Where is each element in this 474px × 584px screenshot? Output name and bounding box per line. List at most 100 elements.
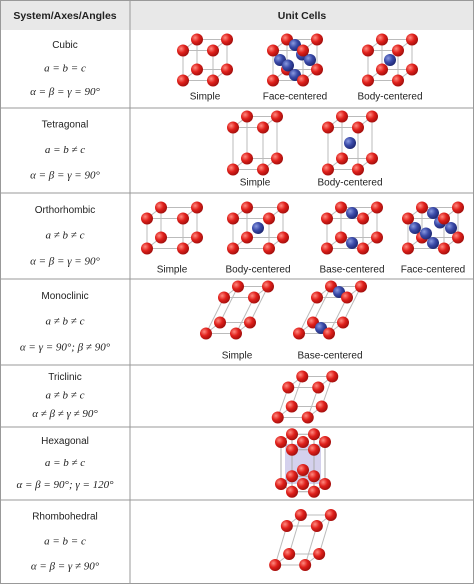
atom — [438, 242, 450, 255]
atom — [392, 44, 404, 57]
atom — [286, 485, 298, 498]
atom — [230, 327, 242, 340]
atom — [282, 59, 294, 72]
system-name: Monoclinic — [41, 291, 88, 302]
unit-cell-diagram — [267, 33, 323, 87]
atom — [344, 137, 356, 149]
atom — [376, 63, 388, 76]
atom — [275, 478, 287, 490]
atom — [416, 201, 428, 214]
atom — [297, 464, 309, 476]
unit-cell-diagram — [227, 201, 289, 255]
cell-label: Face-centered — [263, 92, 327, 103]
cell-label: Simple — [240, 178, 271, 189]
system-name: Rhombohedral — [32, 511, 98, 522]
unit-cell-diagram — [227, 110, 283, 176]
atom — [244, 316, 256, 329]
cell-label: Body-centered — [317, 178, 382, 189]
edge — [274, 525, 288, 566]
atom — [257, 121, 269, 134]
atom — [326, 370, 339, 383]
system-name: Cubic — [52, 40, 78, 51]
atom — [337, 316, 349, 329]
cell-label: Base-centered — [319, 265, 384, 276]
edge — [312, 286, 332, 323]
cell-label: Base-centered — [297, 351, 362, 362]
angles-relation: α ≠ β ≠ γ ≠ 90° — [32, 408, 98, 420]
atom — [371, 201, 383, 214]
atom — [376, 33, 388, 46]
atom — [286, 443, 298, 456]
atom — [357, 242, 369, 255]
atom — [294, 509, 307, 521]
atom — [177, 44, 189, 57]
atom — [336, 110, 348, 123]
atom — [221, 33, 233, 46]
atom — [271, 411, 284, 424]
atom — [241, 152, 253, 165]
atom — [218, 291, 230, 304]
atom — [420, 227, 432, 240]
atom — [241, 231, 253, 244]
atom — [406, 63, 418, 76]
header-cell: System/Axes/Angles — [13, 10, 116, 22]
atom — [402, 242, 414, 255]
atom — [352, 163, 364, 176]
atom — [277, 231, 289, 244]
atom — [324, 509, 337, 521]
atom — [445, 222, 457, 234]
atom — [384, 54, 396, 66]
atom — [191, 201, 203, 214]
cell-label: Body-centered — [225, 265, 290, 276]
atom — [409, 222, 421, 234]
axes-relation: a ≠ b ≠ c — [46, 230, 85, 242]
cell-label: Body-centered — [357, 92, 422, 103]
atom — [308, 428, 320, 441]
edge — [298, 297, 318, 334]
edge — [288, 514, 302, 555]
axes-relation: a = b ≠ c — [45, 144, 85, 156]
atom — [263, 242, 275, 255]
atom — [301, 411, 314, 424]
cell-label: Simple — [190, 92, 221, 103]
atom — [427, 237, 439, 249]
edge — [249, 286, 269, 323]
atom — [296, 370, 309, 383]
atom — [283, 548, 296, 560]
atom — [275, 436, 287, 448]
atom — [207, 74, 219, 87]
edge — [328, 297, 348, 334]
atom — [346, 237, 358, 249]
unit-cell-diagram — [402, 201, 464, 255]
atom — [438, 212, 450, 225]
angles-relation: α = γ = 90°; β ≠ 90° — [20, 341, 111, 353]
atom — [362, 74, 374, 87]
edge — [205, 297, 225, 334]
atom — [321, 242, 333, 255]
atom — [191, 63, 203, 76]
atom — [308, 443, 320, 456]
atom — [191, 33, 203, 46]
angles-relation: α = β = γ = 90° — [30, 86, 100, 98]
atom — [392, 74, 404, 87]
atom — [310, 520, 323, 532]
atom — [227, 242, 239, 255]
unit-cell-diagram — [177, 33, 233, 87]
atom — [141, 212, 153, 225]
axes-relation: a = b = c — [44, 536, 86, 548]
atom — [366, 110, 378, 123]
atom — [271, 152, 283, 165]
atom — [269, 559, 282, 571]
axes-relation: a ≠ b ≠ c — [46, 390, 85, 402]
atom — [311, 63, 323, 76]
atom — [311, 33, 323, 46]
atom — [271, 110, 283, 123]
atom — [241, 110, 253, 123]
atom — [280, 520, 293, 532]
atom — [155, 231, 167, 244]
atom — [315, 400, 328, 413]
edge — [304, 525, 318, 566]
unit-cell-diagram — [200, 280, 274, 340]
atom — [277, 201, 289, 214]
